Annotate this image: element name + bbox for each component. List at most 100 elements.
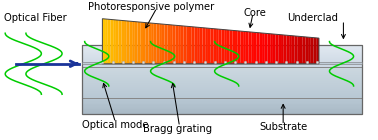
Polygon shape: [173, 25, 175, 64]
Bar: [82, 46, 362, 47]
Polygon shape: [246, 32, 249, 64]
Bar: [82, 76, 362, 77]
Bar: [82, 57, 362, 58]
Polygon shape: [292, 36, 294, 64]
Text: Bragg grating: Bragg grating: [143, 124, 212, 134]
Bar: [82, 89, 362, 90]
Bar: [82, 75, 362, 76]
Polygon shape: [249, 32, 251, 64]
Bar: [82, 81, 362, 82]
Polygon shape: [262, 33, 265, 64]
Bar: [82, 82, 362, 83]
Bar: [82, 113, 362, 114]
Polygon shape: [140, 22, 143, 64]
Bar: [82, 85, 362, 86]
Polygon shape: [240, 31, 243, 64]
Polygon shape: [154, 23, 156, 64]
Bar: [82, 111, 362, 112]
Polygon shape: [208, 28, 211, 64]
Bar: [82, 58, 362, 60]
Polygon shape: [303, 37, 305, 64]
Polygon shape: [311, 37, 313, 64]
Bar: [82, 72, 362, 73]
Bar: [82, 97, 362, 98]
Polygon shape: [313, 38, 316, 64]
Bar: [82, 45, 362, 46]
Polygon shape: [284, 35, 287, 64]
Polygon shape: [289, 35, 292, 64]
Polygon shape: [276, 34, 278, 64]
Polygon shape: [121, 20, 124, 64]
Polygon shape: [170, 25, 173, 64]
Polygon shape: [270, 34, 273, 64]
Polygon shape: [156, 24, 159, 64]
Bar: [82, 106, 362, 107]
Bar: [82, 105, 362, 106]
Bar: [82, 60, 362, 61]
Bar: [82, 49, 362, 51]
Polygon shape: [229, 30, 232, 64]
Polygon shape: [224, 30, 227, 64]
Bar: [82, 92, 362, 93]
Bar: [82, 86, 362, 87]
Bar: [82, 65, 362, 66]
Bar: [82, 95, 362, 96]
Polygon shape: [135, 22, 138, 64]
Bar: [82, 69, 362, 70]
Bar: [82, 73, 362, 74]
Bar: [82, 61, 362, 62]
Bar: [82, 67, 362, 68]
Polygon shape: [278, 34, 281, 64]
Polygon shape: [197, 27, 200, 64]
Bar: [82, 56, 362, 57]
Bar: [82, 55, 362, 56]
Polygon shape: [222, 29, 224, 64]
Bar: [82, 87, 362, 88]
Polygon shape: [257, 32, 259, 64]
Polygon shape: [281, 35, 284, 64]
Bar: [82, 93, 362, 94]
Polygon shape: [300, 36, 303, 64]
Bar: [82, 71, 362, 72]
Bar: [82, 54, 362, 55]
Polygon shape: [132, 21, 135, 64]
Bar: [82, 66, 362, 67]
Bar: [82, 74, 362, 75]
Polygon shape: [205, 28, 208, 64]
Text: Substrate: Substrate: [259, 122, 307, 132]
Polygon shape: [308, 37, 311, 64]
Bar: [82, 108, 362, 109]
Polygon shape: [181, 26, 184, 64]
Polygon shape: [297, 36, 300, 64]
Text: Photoresponsive polymer: Photoresponsive polymer: [88, 2, 214, 12]
Bar: [82, 90, 362, 91]
Polygon shape: [294, 36, 297, 64]
Bar: [82, 63, 362, 64]
Polygon shape: [203, 28, 205, 64]
Polygon shape: [178, 25, 181, 64]
Polygon shape: [268, 33, 270, 64]
Polygon shape: [287, 35, 289, 64]
Bar: [82, 53, 362, 54]
Polygon shape: [124, 21, 127, 64]
Polygon shape: [105, 19, 108, 64]
Bar: [82, 51, 362, 52]
Polygon shape: [265, 33, 268, 64]
Polygon shape: [213, 29, 216, 64]
Bar: [82, 110, 362, 111]
Polygon shape: [189, 26, 192, 64]
Polygon shape: [316, 38, 319, 64]
Bar: [82, 77, 362, 78]
Bar: [82, 100, 362, 101]
Polygon shape: [129, 21, 132, 64]
Bar: [82, 98, 362, 114]
Polygon shape: [151, 23, 154, 64]
Bar: [82, 80, 362, 81]
Polygon shape: [108, 19, 110, 64]
Polygon shape: [211, 28, 213, 64]
Polygon shape: [235, 31, 238, 64]
Polygon shape: [184, 26, 186, 64]
Bar: [82, 68, 362, 69]
Bar: [82, 107, 362, 108]
Bar: [82, 83, 362, 85]
